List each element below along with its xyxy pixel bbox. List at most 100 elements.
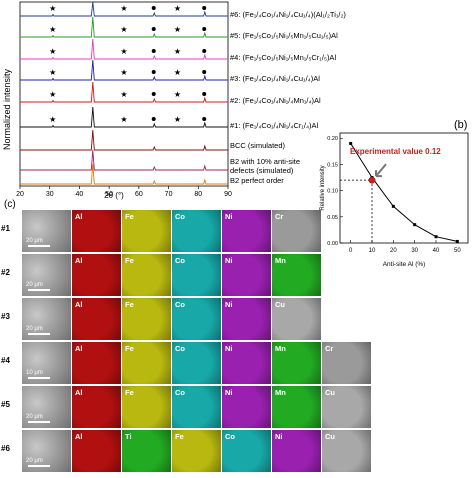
xrd-trace bbox=[20, 106, 228, 128]
xrd-traces bbox=[20, 1, 228, 185]
eds-map-tile: Ti bbox=[122, 430, 171, 472]
element-map-label: Ni bbox=[225, 388, 233, 397]
superlattice-peak-star: ★ bbox=[174, 90, 181, 99]
eds-map-tile: Mn bbox=[272, 254, 321, 296]
xrd-trace-label: #1: (Fe₁/₄Co₁/₄Ni₁/₄Cr₁/₄)Al bbox=[230, 121, 319, 130]
element-map-label: Cr bbox=[275, 212, 284, 221]
fundamental-peak-dot bbox=[202, 6, 207, 10]
fundamental-peak-dot bbox=[202, 117, 207, 121]
xrd-trace-label: B2 with 10% anti-site defects (simulated… bbox=[230, 157, 301, 175]
panel-c-tag: (c) bbox=[4, 199, 16, 210]
experimental-arrow-icon bbox=[375, 163, 387, 178]
fundamental-peak-dot bbox=[151, 27, 156, 31]
eds-map-tile: Mn bbox=[272, 386, 321, 428]
intensity-x-tick-label: 40 bbox=[433, 248, 440, 254]
eds-map-tile: Ni bbox=[222, 254, 271, 296]
sample-row-label: #4 bbox=[1, 356, 10, 365]
superlattice-peak-star: ★ bbox=[49, 68, 56, 77]
eds-map-row: 20 μm Al Ti Fe Co Ni Cu bbox=[22, 430, 371, 478]
element-map-label: Fe bbox=[125, 344, 134, 353]
xrd-trace bbox=[20, 38, 228, 60]
eds-map-tile: Cu bbox=[322, 386, 371, 428]
element-map-label: Ni bbox=[225, 212, 233, 221]
element-map-label: Cu bbox=[325, 388, 335, 397]
eds-map-tile: Fe bbox=[172, 430, 221, 472]
element-map-label: Fe bbox=[125, 212, 134, 221]
intensity-point bbox=[434, 235, 438, 239]
eds-map-tile: Ni bbox=[222, 386, 271, 428]
xrd-trace-label: BCC (simulated) bbox=[230, 141, 286, 150]
xrd-x-tick-label: 90 bbox=[224, 191, 232, 198]
superlattice-peak-star: ★ bbox=[49, 25, 56, 34]
scale-bar-label: 20 μm bbox=[26, 458, 43, 464]
element-map-label: Fe bbox=[125, 300, 134, 309]
element-map-label: Co bbox=[175, 344, 185, 353]
fundamental-peak-dot bbox=[151, 49, 156, 53]
xrd-x-tick-label: 30 bbox=[46, 191, 54, 198]
superlattice-peak-star: ★ bbox=[120, 4, 127, 13]
eds-map-tile: Al bbox=[72, 342, 121, 384]
scale-bar-label: 20 μm bbox=[26, 414, 43, 420]
xrd-trace bbox=[20, 163, 228, 185]
element-map-label: Al bbox=[75, 212, 83, 221]
element-map-label: Ni bbox=[225, 256, 233, 265]
element-map-label: Ni bbox=[275, 432, 283, 441]
eds-map-tile: Mn bbox=[272, 342, 321, 384]
element-map-label: Co bbox=[175, 212, 185, 221]
intensity-point bbox=[391, 204, 395, 208]
xrd-trace bbox=[20, 59, 228, 81]
eds-map-tile: Al bbox=[72, 210, 121, 252]
intensity-point bbox=[413, 223, 417, 227]
element-map-label: Fe bbox=[125, 388, 134, 397]
eds-map-tile: Co bbox=[172, 298, 221, 340]
element-map-label: Mn bbox=[275, 344, 286, 353]
xrd-x-tick-label: 80 bbox=[194, 191, 202, 198]
xrd-plot-frame bbox=[19, 1, 229, 187]
xrd-trace-label: #4: (Fe₁/₅Co₁/₅Ni₁/₅Mn₁/₅Cr₁/₅)Al bbox=[230, 53, 337, 62]
superlattice-peak-star: ★ bbox=[120, 90, 127, 99]
sem-image: 10 μm bbox=[22, 342, 71, 384]
intensity-point bbox=[455, 239, 459, 243]
intensity-x-tick-label: 0 bbox=[349, 248, 353, 254]
eds-map-tile: Co bbox=[172, 254, 221, 296]
fundamental-peak-dot bbox=[202, 49, 207, 53]
sem-image: 20 μm bbox=[22, 254, 71, 296]
element-map-label: Cr bbox=[325, 344, 334, 353]
element-map-label: Ni bbox=[225, 344, 233, 353]
superlattice-peak-star: ★ bbox=[174, 68, 181, 77]
xrd-trace bbox=[20, 149, 228, 171]
fundamental-peak-dot bbox=[202, 27, 207, 31]
scale-bar-label: 20 μm bbox=[26, 238, 43, 244]
xrd-trace-label: #2: (Fe₁/₄Co₁/₄Ni₁/₄Mn₁/₄)Al bbox=[230, 96, 321, 105]
scale-bar bbox=[28, 465, 50, 467]
eds-map-tile: Ni bbox=[272, 430, 321, 472]
eds-map-tile: Fe bbox=[122, 386, 171, 428]
xrd-trace bbox=[20, 1, 228, 17]
intensity-y-tick-label: 0.05 bbox=[327, 215, 338, 221]
scale-bar-label: 20 μm bbox=[26, 326, 43, 332]
element-map-label: Al bbox=[75, 344, 83, 353]
xrd-trace-label: B2 perfect order bbox=[230, 176, 284, 185]
eds-map-tile: Al bbox=[72, 430, 121, 472]
element-map-label: Mn bbox=[275, 388, 286, 397]
intensity-y-tick-label: 0.20 bbox=[327, 136, 338, 142]
intensity-series bbox=[340, 141, 459, 243]
sem-image: 20 μm bbox=[22, 298, 71, 340]
eds-map-tile: Cu bbox=[272, 298, 321, 340]
experimental-value-annotation: Experimental value 0.12 bbox=[350, 147, 441, 156]
xrd-x-tick-label: 20 bbox=[16, 191, 24, 198]
scale-bar bbox=[28, 289, 50, 291]
superlattice-peak-star: ★ bbox=[49, 115, 56, 124]
eds-map-tile: Cu bbox=[322, 430, 371, 472]
intensity-x-tick-label: 20 bbox=[390, 248, 397, 254]
element-map-label: Al bbox=[75, 256, 83, 265]
fundamental-peak-dot bbox=[151, 70, 156, 74]
xrd-x-ticks: 20 30 40 50 60 70 80 90 bbox=[16, 186, 232, 198]
intensity-x-axis-label: Anti-site Al (%) bbox=[383, 261, 426, 268]
xrd-panel: ★ ★ ★ ★ ★ ★ ★ ★ ★ ★ ★ ★ ★ ★ ★ ★ ★ ★ 20 30 40 50 60 70 80 90 Norm… bbox=[2, 1, 232, 200]
eds-map-tile: Al bbox=[72, 386, 121, 428]
scale-bar bbox=[28, 245, 50, 247]
fundamental-peak-dot bbox=[151, 92, 156, 96]
xrd-trace bbox=[20, 16, 228, 38]
eds-map-tile: Fe bbox=[122, 342, 171, 384]
